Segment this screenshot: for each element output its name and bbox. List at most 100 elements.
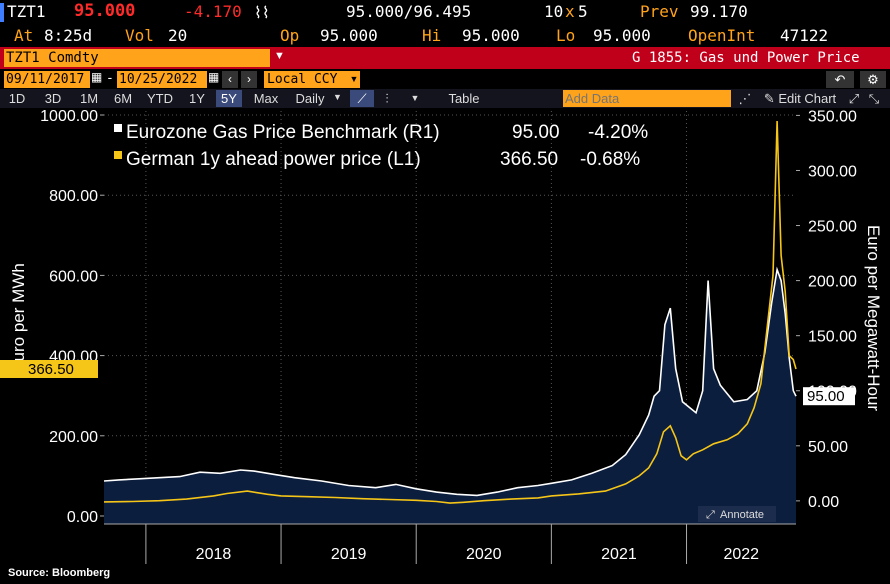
undo-button[interactable]: ↶ (826, 71, 854, 88)
security-bar: TZT1 Comdty ▼ G 1855: Gas und Power Pric… (0, 47, 890, 69)
x-tick-label: 2021 (601, 546, 637, 563)
ticker-marker (0, 3, 4, 22)
gas-legend-label: Eurozone Gas Price Benchmark (R1) (126, 122, 440, 143)
end-date-input[interactable]: 10/25/2022 (117, 71, 207, 88)
gas-legend-swatch (114, 124, 122, 132)
expand-icon[interactable]: ⤢ (848, 91, 860, 106)
source-note: Source: Bloomberg (8, 567, 111, 579)
gas-last-tag: 95.00 (803, 387, 855, 406)
function-title: G 1855: Gas und Power Price (632, 50, 860, 66)
power-legend-label: German 1y ahead power price (L1) (126, 149, 421, 170)
at-label: At (14, 26, 34, 45)
bid-size: 10 (544, 2, 564, 21)
fullscreen-icon[interactable]: ⤡ (868, 91, 880, 106)
chart-toolbar: 1D 3D 1M 6M YTD 1Y 5Y Max Daily ▼ ⟋ ⫶ ▼ … (0, 89, 890, 108)
right-axis: 0.0050.00100.00150.00200.00250.00300.003… (796, 108, 857, 511)
date-range-bar: 09/11/2017 ▦ - 10/25/2022 ▦ ‹ › Local CC… (0, 70, 890, 89)
openint-value: 47122 (780, 26, 829, 45)
left-tick-label: 0.00 (67, 509, 98, 526)
line-chart-icon[interactable]: ⟋ (350, 90, 374, 107)
power-legend-swatch (114, 151, 122, 159)
annotate-icon: ⤢ (706, 509, 715, 521)
x-axis: 2018 2019 2020 2021 2022 (104, 523, 796, 564)
period-5y-button[interactable]: 5Y (216, 90, 242, 107)
x-tick-label: 2022 (723, 546, 759, 563)
period-1d-button[interactable]: 1D (8, 91, 26, 106)
currency-dropdown-icon[interactable]: ▼ (348, 71, 360, 88)
period-1m-button[interactable]: 1M (79, 91, 99, 106)
gas-area-fill (104, 269, 796, 524)
frequency-select[interactable]: Daily (295, 91, 325, 106)
power-last-tag: 366.50 (0, 360, 98, 378)
lo-value: 95.000 (593, 26, 651, 45)
bar-chart-icon[interactable]: ⫶ (385, 91, 389, 106)
gas-line (103, 266, 797, 497)
gas-legend-last: 95.00 (512, 122, 560, 143)
edit-chart-label: Edit Chart (778, 91, 837, 106)
annotate-button[interactable]: ⤢ Annotate (698, 506, 776, 522)
ask-size: 5 (578, 2, 588, 21)
stats-bar: At 8:25d Vol 20 Op 95.000 Hi 95.000 Lo 9… (0, 25, 890, 47)
right-tick-label: 300.00 (808, 163, 857, 180)
left-tick-label: 800.00 (49, 188, 98, 205)
add-data-input[interactable] (563, 90, 731, 107)
right-axis-title: Euro per Megawatt-Hour (864, 225, 883, 411)
start-date-input[interactable]: 09/11/2017 (4, 71, 90, 88)
security-field[interactable]: TZT1 Comdty (4, 49, 270, 67)
right-tick-label: 200.00 (808, 274, 857, 291)
x-tick-label: 2018 (196, 546, 232, 563)
x-tick-label: 2019 (331, 546, 367, 563)
time-value: 8:25d (44, 26, 93, 45)
period-6m-button[interactable]: 6M (113, 91, 133, 106)
date-sep: - (106, 71, 114, 86)
prev-range-button[interactable]: ‹ (222, 71, 238, 88)
hi-label: Hi (422, 26, 442, 45)
chart-wave-icon: ⌇⌇ (254, 5, 270, 22)
left-tick-label: 1000.00 (40, 108, 98, 125)
period-ytd-button[interactable]: YTD (147, 91, 173, 106)
calendar-start-icon[interactable]: ▦ (91, 70, 103, 84)
period-1y-button[interactable]: 1Y (189, 91, 205, 106)
power-legend-last: 366.50 (500, 149, 558, 170)
x-tick-label: 2020 (466, 546, 502, 563)
next-range-button[interactable]: › (241, 71, 257, 88)
settings-button[interactable]: ⚙ (860, 71, 886, 88)
lo-label: Lo (556, 26, 576, 45)
power-last-tag-text: 366.50 (28, 361, 74, 378)
calendar-end-icon[interactable]: ▦ (208, 70, 220, 84)
right-tick-label: 250.00 (808, 219, 857, 236)
size-x: x (565, 2, 575, 21)
prev-label: Prev (640, 2, 679, 21)
chart-type-dropdown-icon[interactable]: ▼ (410, 93, 420, 103)
prev-value: 99.170 (690, 2, 748, 21)
tools-icon[interactable]: ⋰ (738, 91, 752, 106)
net-change: -4.170 (184, 2, 242, 21)
vol-value: 20 (168, 26, 188, 45)
table-button[interactable]: Table (448, 91, 480, 106)
edit-chart-button[interactable]: ✎ Edit Chart (763, 91, 837, 106)
annotate-label: Annotate (720, 509, 764, 521)
period-3d-button[interactable]: 3D (44, 91, 62, 106)
left-axis-title: Euro per MWh (9, 263, 28, 373)
last-price: 95.000 (74, 1, 136, 21)
bid-ask: 95.000/96.495 (346, 2, 472, 21)
right-tick-label: 150.00 (808, 329, 857, 346)
frequency-dropdown-icon[interactable]: ▼ (333, 92, 342, 102)
security-dropdown-icon[interactable]: ▼ (274, 50, 285, 62)
quote-bar: TZT1 95.000 -4.170 ⌇⌇ 95.000/96.495 10 x… (0, 0, 890, 25)
ticker[interactable]: TZT1 (7, 2, 46, 21)
period-max-button[interactable]: Max (253, 91, 279, 106)
power-legend-change: -0.68% (580, 149, 640, 170)
left-tick-label: 200.00 (49, 429, 98, 446)
op-label: Op (280, 26, 300, 45)
vol-label: Vol (125, 26, 154, 45)
right-tick-label: 350.00 (808, 108, 857, 125)
security-name: TZT1 Comdty (6, 50, 99, 66)
gas-last-tag-text: 95.00 (807, 388, 845, 405)
openint-label: OpenInt (688, 26, 756, 45)
op-value: 95.000 (320, 26, 378, 45)
currency-select[interactable]: Local CCY (264, 71, 348, 88)
power-line (103, 120, 797, 504)
